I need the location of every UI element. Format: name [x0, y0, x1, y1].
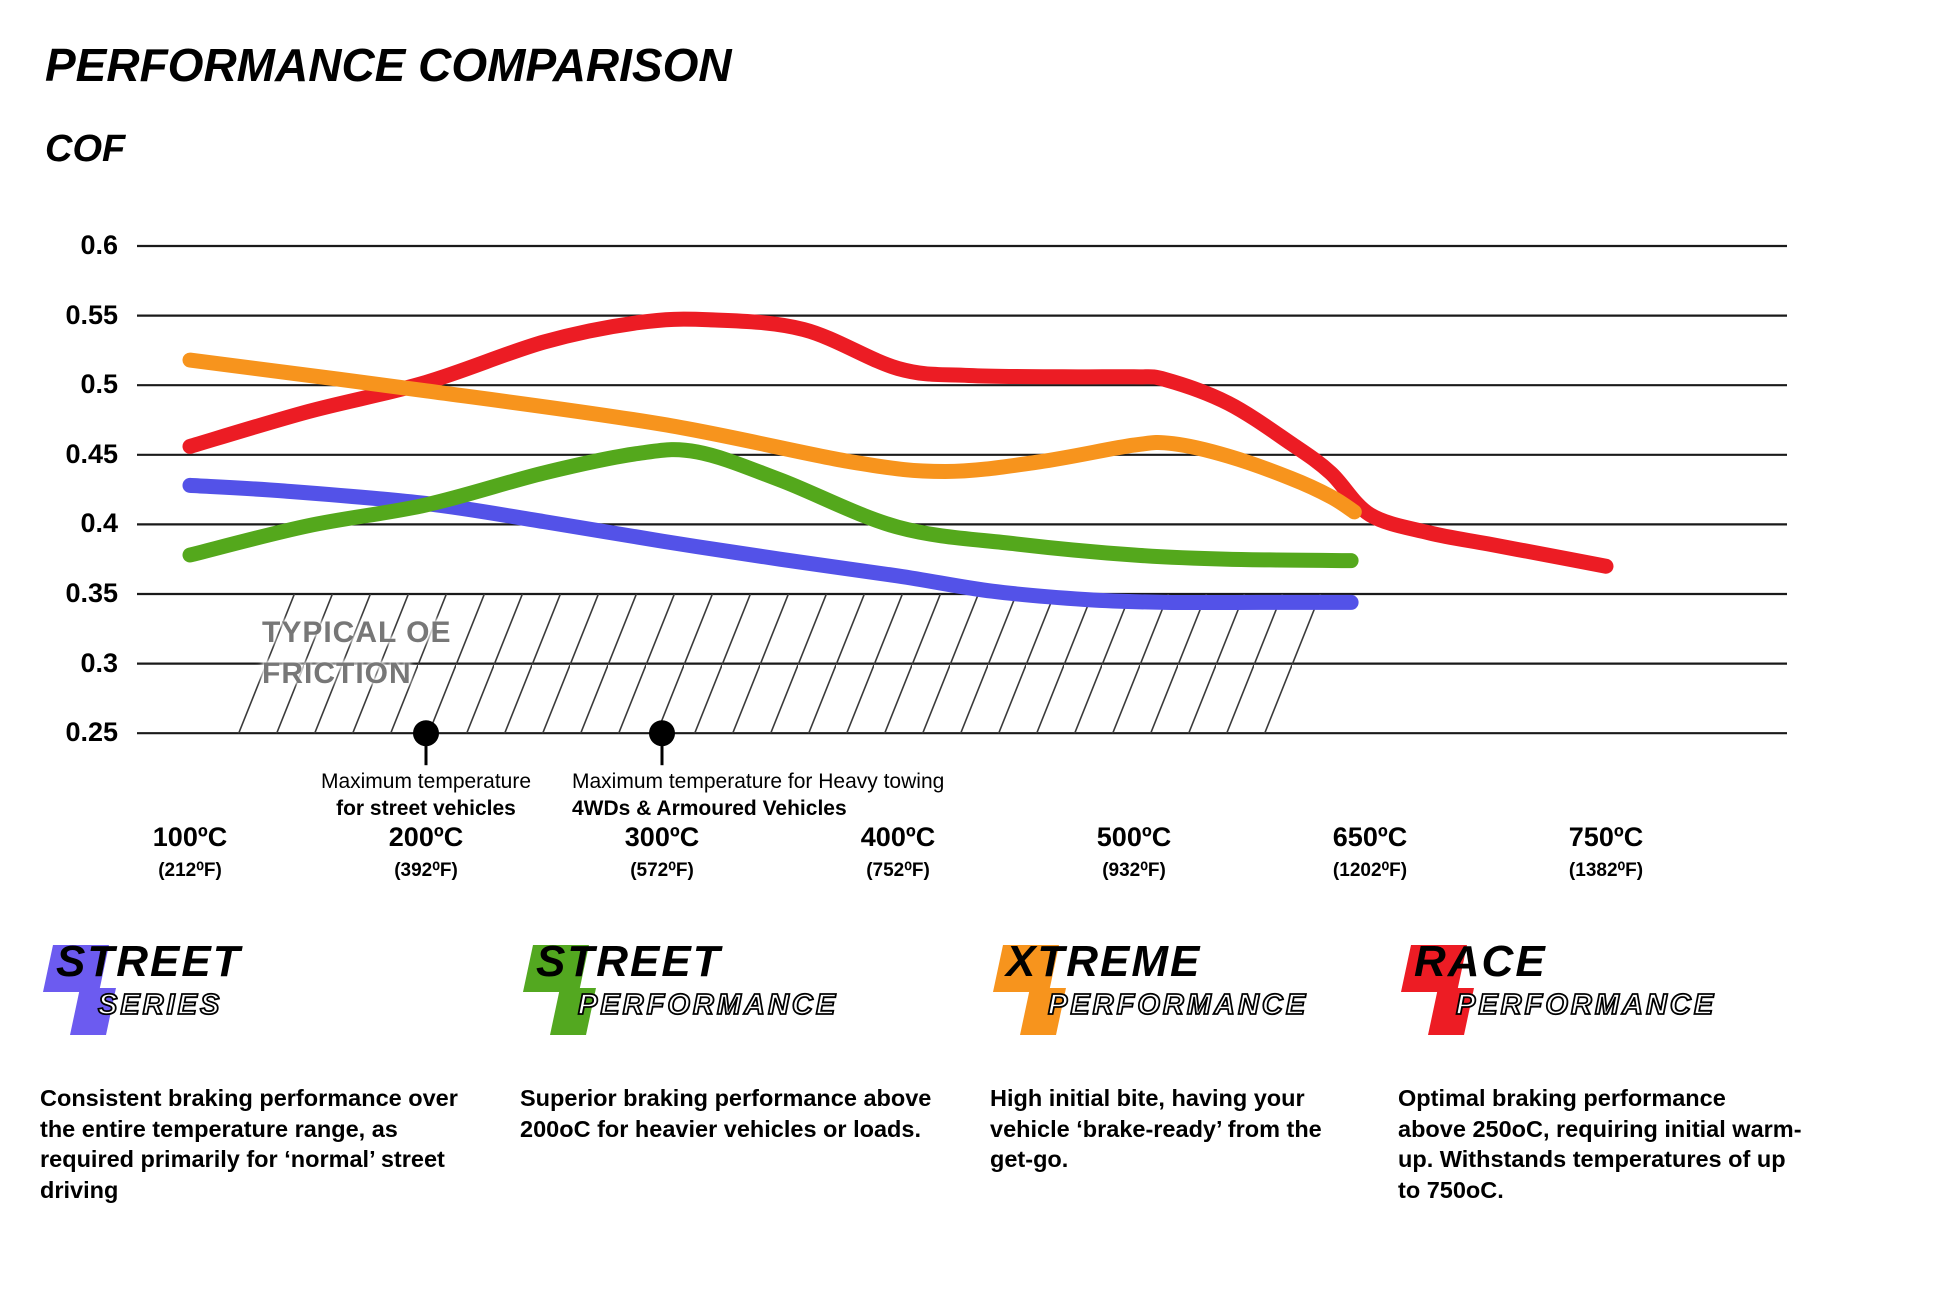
x-tick-celsius: 200ºC [388, 822, 464, 852]
x-tick-650c: 650ºC (1202⁰F) [1260, 822, 1480, 882]
logo-sub-word: PERFORMANCE [1047, 988, 1309, 1022]
x-tick-fahrenheit: (572⁰F) [630, 860, 694, 881]
legend-description: Superior braking performance above 200oC … [520, 1083, 931, 1144]
legend-description-line: to 750oC. [1398, 1176, 1504, 1203]
y-axis-title: COF [45, 128, 126, 170]
logo-brand-word: RACE [1414, 937, 1547, 986]
legend-description-line: get-go. [990, 1146, 1069, 1172]
legend-description-line: the entire temperature range, as [40, 1115, 398, 1142]
series-line-street-series [182, 477, 1359, 611]
legend-description-line: Consistent braking performance over [40, 1085, 458, 1111]
series-line-street-performance [182, 442, 1359, 569]
annotation-line1: Maximum temperature [320, 770, 532, 793]
x-tick-100c: 100ºC (212⁰F) [80, 822, 300, 882]
y-tick-0.25: 0.25 [65, 717, 118, 748]
logo-sub-word: SERIES [97, 988, 223, 1022]
annotation-text-2: Maximum temperature for Heavy towing 4WDs… [572, 768, 1032, 822]
x-tick-fahrenheit: (392⁰F) [394, 860, 458, 881]
annotation-dot-2 [649, 720, 675, 747]
x-tick-celsius: 650ºC [1332, 822, 1408, 852]
legend-description-line: vehicle ‘brake-ready’ from the [990, 1115, 1322, 1142]
logo-brand-word: STREET [56, 937, 242, 986]
logo-sub-word: PERFORMANCE [577, 988, 839, 1022]
x-tick-fahrenheit: (212⁰F) [158, 860, 222, 881]
legend-description-line: 200oC for heavier vehicles or loads. [520, 1115, 921, 1142]
x-tick-celsius: 750ºC [1568, 822, 1644, 852]
x-tick-750c: 750ºC (1382⁰F) [1496, 822, 1716, 882]
x-tick-300c: 300ºC (572⁰F) [552, 822, 772, 882]
legend-description-line: required primarily for ‘normal’ street [40, 1146, 445, 1172]
annotation-line1: Maximum temperature for Heavy towing [572, 770, 945, 793]
annotation-line2: for street vehicles [336, 797, 516, 820]
x-tick-fahrenheit: (1382⁰F) [1568, 860, 1644, 881]
y-tick-0.45: 0.45 [65, 438, 118, 469]
y-tick-0.6: 0.6 [80, 230, 118, 260]
annotation-line2: 4WDs & Armoured Vehicles [572, 797, 847, 820]
y-tick-0.5: 0.5 [80, 369, 118, 400]
x-tick-celsius: 100ºC [152, 822, 228, 852]
legend-description-line: up. Withstands temperatures of up [1398, 1146, 1786, 1172]
x-tick-celsius: 400ºC [860, 822, 936, 852]
legend-description-line: Superior braking performance above [520, 1085, 932, 1111]
x-tick-fahrenheit: (752⁰F) [866, 860, 930, 881]
legend-description: Optimal braking performance above 250oC, … [1398, 1083, 1802, 1205]
annotation-dot-1 [413, 720, 439, 747]
legend-description: High initial bite, having your vehicle ‘b… [990, 1083, 1322, 1175]
x-tick-200c: 200ºC (392⁰F) [316, 822, 536, 882]
legend-description-line: above 250oC, requiring initial warm- [1398, 1115, 1802, 1142]
x-tick-500c: 500ºC (932⁰F) [1024, 822, 1244, 882]
logo-brand-word: STREET [536, 937, 722, 986]
legend-description: Consistent braking performance over the e… [40, 1083, 458, 1205]
x-tick-celsius: 300ºC [624, 822, 700, 852]
x-tick-celsius: 500ºC [1096, 822, 1172, 852]
annotation-text-1: Maximum temperature for street vehicles [246, 768, 606, 822]
y-tick-0.35: 0.35 [65, 578, 118, 608]
x-tick-fahrenheit: (932⁰F) [1102, 860, 1166, 881]
series-line-race-performance [182, 311, 1614, 574]
x-tick-400c: 400ºC (752⁰F) [788, 822, 1008, 882]
logo-brand-word: XTREME [1006, 937, 1202, 986]
legend-description-line: Optimal braking performance [1398, 1085, 1726, 1111]
series-line-xtreme-performance [182, 352, 1362, 520]
typical-oe-friction-label: TYPICAL OE FRICTION [262, 616, 452, 690]
legend-description-line: driving [40, 1176, 119, 1203]
typical-oe-friction-zone [210, 594, 1350, 734]
page-title: PERFORMANCE COMPARISON [45, 39, 732, 91]
x-tick-fahrenheit: (1202⁰F) [1332, 860, 1408, 881]
legend-description-line: High initial bite, having your [990, 1085, 1305, 1111]
y-tick-0.55: 0.55 [65, 299, 118, 330]
y-tick-0.4: 0.4 [80, 508, 118, 539]
logo-sub-word: PERFORMANCE [1455, 988, 1717, 1022]
y-tick-0.3: 0.3 [80, 647, 118, 678]
